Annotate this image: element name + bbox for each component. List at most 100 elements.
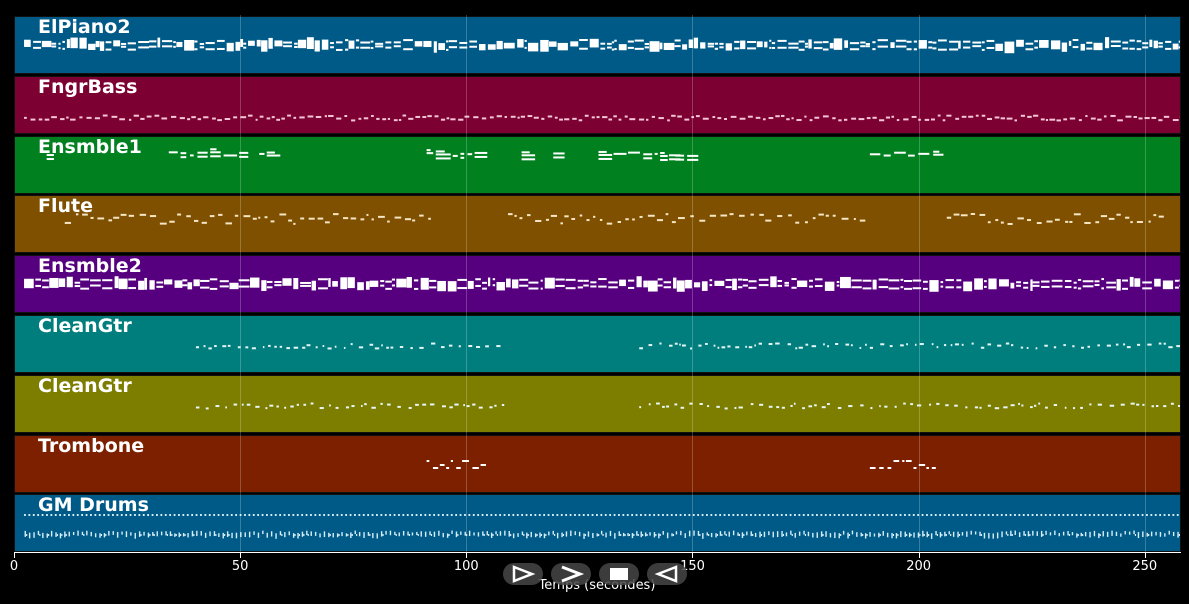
- note-mark: [557, 42, 568, 51]
- note-mark: [62, 47, 65, 50]
- note-mark: [970, 531, 972, 536]
- note-mark: [877, 514, 880, 517]
- note-mark: [179, 116, 185, 119]
- note-mark: [678, 217, 685, 220]
- note-mark: [307, 115, 314, 118]
- note-mark: [474, 155, 488, 158]
- rewind-button[interactable]: [647, 563, 687, 585]
- note-mark: [598, 278, 607, 281]
- note-mark: [315, 115, 322, 118]
- note-mark: [741, 532, 744, 539]
- note-mark: [404, 218, 412, 221]
- note-mark: [1110, 45, 1121, 48]
- note-mark: [28, 514, 31, 517]
- track-name: FngrBass: [38, 75, 138, 98]
- note-mark: [763, 514, 766, 517]
- note-mark: [1117, 119, 1123, 122]
- note-mark: [375, 42, 384, 45]
- track-lane[interactable]: Flute: [14, 195, 1181, 254]
- note-mark: [292, 533, 295, 539]
- note-mark: [724, 117, 728, 120]
- track-lane[interactable]: GM Drums: [14, 494, 1181, 553]
- note-mark: [488, 534, 490, 537]
- note-mark: [88, 43, 96, 50]
- note-mark: [226, 531, 229, 538]
- note-mark: [380, 284, 385, 287]
- track-lane[interactable]: Trombone: [14, 434, 1181, 493]
- track-lane[interactable]: CleanGtr: [14, 315, 1181, 373]
- note-mark: [1027, 115, 1032, 118]
- note-mark: [1018, 514, 1021, 517]
- note-mark: [952, 532, 955, 538]
- note-mark: [391, 278, 395, 281]
- note-mark: [608, 281, 618, 284]
- note-mark: [772, 532, 774, 538]
- fast-forward-button[interactable]: [551, 563, 591, 585]
- note-mark: [472, 403, 476, 406]
- note-mark: [970, 213, 976, 216]
- note-mark: [1142, 287, 1152, 290]
- note-mark: [1151, 116, 1157, 119]
- note-mark: [1005, 531, 1008, 535]
- note-mark: [848, 404, 853, 407]
- note-mark: [719, 42, 724, 45]
- note-mark: [81, 514, 84, 517]
- note-mark: [772, 514, 774, 517]
- note-mark: [274, 281, 282, 284]
- track-lane[interactable]: CleanGtr: [14, 374, 1181, 433]
- note-mark: [791, 534, 793, 537]
- note-mark: [794, 514, 796, 517]
- note-mark: [618, 118, 622, 121]
- note-mark: [1010, 344, 1014, 347]
- note-mark: [1018, 402, 1021, 405]
- note-mark: [66, 39, 70, 49]
- note-mark: [408, 117, 414, 120]
- note-mark: [193, 279, 200, 287]
- note-mark: [72, 532, 75, 536]
- note-mark: [290, 405, 294, 408]
- note-mark: [293, 278, 299, 290]
- note-mark: [666, 514, 669, 517]
- note-mark: [822, 41, 829, 44]
- note-mark: [716, 405, 720, 408]
- note-mark: [609, 531, 612, 537]
- note-mark: [605, 532, 607, 538]
- note-mark: [363, 532, 365, 539]
- note-mark: [890, 514, 893, 517]
- note-mark: [226, 514, 229, 517]
- note-mark: [450, 514, 453, 517]
- note-mark: [776, 514, 779, 517]
- note-mark: [808, 39, 812, 49]
- note-mark: [429, 280, 437, 283]
- note-mark: [913, 532, 915, 539]
- note-mark: [534, 514, 537, 517]
- note-mark: [930, 533, 933, 540]
- stop-button[interactable]: [599, 563, 639, 585]
- play-button[interactable]: [503, 563, 543, 585]
- note-mark: [157, 37, 161, 48]
- note-mark: [618, 44, 627, 51]
- note-mark: [939, 532, 942, 538]
- note-mark: [228, 534, 230, 537]
- note-mark: [95, 40, 100, 48]
- note-mark: [721, 346, 726, 349]
- note-mark: [473, 532, 475, 536]
- track-lane[interactable]: Ensmble1: [14, 135, 1181, 194]
- note-mark: [813, 41, 823, 44]
- track-lane[interactable]: ElPiano2: [14, 16, 1181, 74]
- note-mark: [994, 406, 1000, 409]
- note-mark: [747, 47, 757, 50]
- note-mark: [1053, 514, 1056, 517]
- track-lane[interactable]: FngrBass: [14, 75, 1181, 134]
- note-mark: [872, 279, 877, 290]
- note-mark: [789, 514, 792, 517]
- track-lane[interactable]: Ensmble2: [14, 255, 1181, 314]
- note-mark: [390, 346, 394, 349]
- note-mark: [527, 114, 533, 117]
- note-mark: [896, 118, 900, 121]
- x-tick-mark: [14, 552, 15, 558]
- note-mark: [1072, 46, 1079, 49]
- note-mark: [591, 116, 595, 119]
- note-mark: [294, 42, 298, 45]
- note-mark: [33, 46, 42, 49]
